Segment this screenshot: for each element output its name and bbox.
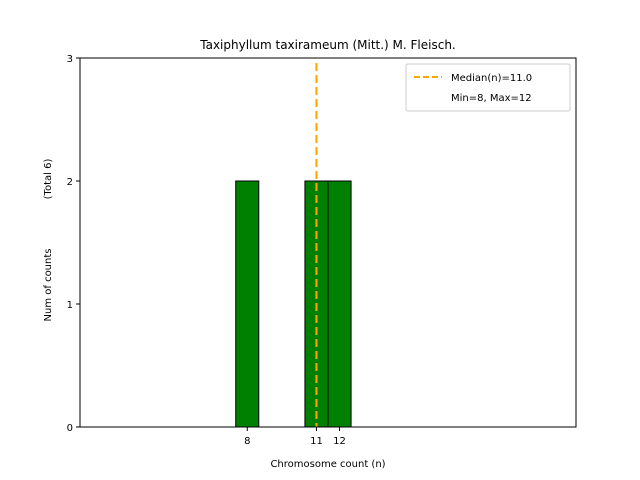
y-ticks-group: 0 1 2 3 [67, 54, 80, 434]
legend-box [405, 63, 571, 112]
y-tick-label: 1 [67, 300, 73, 311]
x-ticks-group: 8 11 12 [244, 427, 346, 447]
bar-8 [235, 180, 260, 428]
y-axis-total-label: (Total 6) [43, 159, 54, 200]
x-tick-label: 11 [310, 436, 323, 447]
x-axis-label: Chromosome count (n) [270, 459, 385, 470]
x-tick-label: 8 [244, 436, 250, 447]
legend-median-label: Median(n)=11.0 [451, 73, 532, 84]
y-tick-label: 3 [67, 54, 73, 65]
x-tick-label: 12 [333, 436, 346, 447]
chart-title: Taxiphyllum taxirameum (Mitt.) M. Fleisc… [199, 38, 456, 52]
bars-group [235, 180, 352, 428]
legend-range-label: Min=8, Max=12 [451, 93, 532, 104]
legend: Median(n)=11.0 Min=8, Max=12 [405, 63, 571, 112]
axes-frame [79, 57, 577, 428]
y-tick-label: 2 [67, 177, 73, 188]
y-axis-label: Num of counts [43, 249, 54, 322]
bar-12 [327, 180, 352, 428]
y-tick-label: 0 [67, 423, 73, 434]
